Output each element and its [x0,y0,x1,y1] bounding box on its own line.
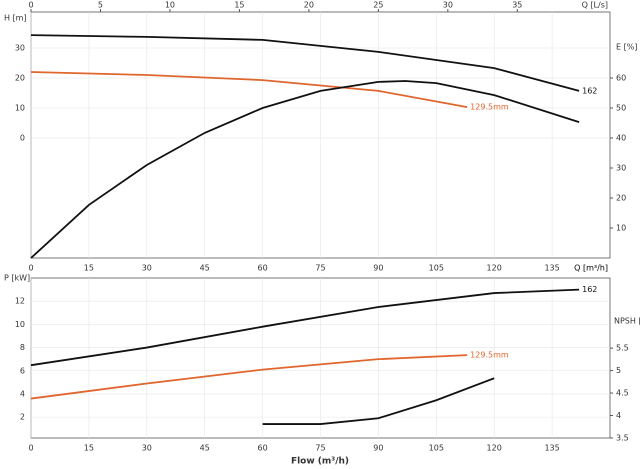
y2-tick-label: 4.5 [616,389,629,398]
axis-label: E [%] [616,43,637,52]
curve-label: 162 [582,285,597,294]
y-tick-label: 4 [20,389,25,398]
x2-tick-label: 10 [165,1,175,10]
axis-label: P [kW] [4,274,30,283]
x-tick-label: 15 [84,444,94,453]
y-tick-label: 8 [20,343,25,352]
curve [262,377,495,425]
x-tick-label: 75 [315,444,325,453]
x2-tick-label: 20 [304,1,314,10]
x2-tick-label: 5 [98,1,103,10]
curve [30,71,468,108]
x-tick-label: 45 [200,264,210,273]
curve [30,34,580,92]
x2-tick-label: 25 [373,1,383,10]
y2-tick-label: 10 [616,224,626,233]
axis-label: H [m] [4,14,27,23]
y-tick-label: 30 [15,44,25,53]
x2-tick-label: 30 [443,1,453,10]
y-tick-label: 0 [20,134,25,143]
y2-tick-label: 5.5 [616,344,629,353]
x-tick-label: 45 [200,444,210,453]
axis-label: Flow (m³/h) [291,457,349,467]
axis-label: Q [m³/h] [574,264,608,273]
y2-tick-label: 30 [616,164,626,173]
y2-tick-label: 40 [616,134,626,143]
x-tick-label: 90 [373,264,383,273]
y-tick-label: 6 [20,366,25,375]
y2-tick-label: 5 [616,366,621,375]
curve-label: 129.5mm [470,103,509,112]
curve [30,80,580,259]
curve [30,354,468,400]
x-tick-label: 135 [544,444,559,453]
x-tick-label: 120 [487,444,502,453]
curve-label: 129.5mm [470,351,509,360]
x-tick-label: 15 [84,264,94,273]
y-tick-label: 12 [15,297,25,306]
y2-tick-label: 60 [616,74,626,83]
x-tick-label: 60 [258,264,268,273]
x-tick-label: 90 [373,444,383,453]
y2-tick-label: 20 [616,194,626,203]
y-tick-label: 20 [15,74,25,83]
y-tick-label: 10 [15,320,25,329]
x2-tick-label: 35 [512,1,522,10]
x-tick-label: 105 [429,264,444,273]
x-tick-label: 0 [28,264,33,273]
x-tick-label: 120 [487,264,502,273]
x-tick-label: 30 [142,264,152,273]
y-tick-label: 10 [15,104,25,113]
axis-label: Q [m³/h] [574,264,608,273]
axis-label: Q [L/s] [582,1,608,10]
x-tick-label: 105 [429,444,444,453]
x2-tick-label: 0 [28,1,33,10]
curve-label: 162 [582,86,597,95]
y2-tick-label: 4 [616,411,621,420]
x-tick-label: 60 [258,444,268,453]
y-tick-label: 2 [20,413,25,422]
axis-label: NPSH [m] [614,317,640,326]
y2-tick-label: 50 [616,104,626,113]
curve [30,288,580,367]
x-tick-label: 30 [142,444,152,453]
x-tick-label: 135 [544,264,559,273]
x-tick-label: 75 [315,264,325,273]
x-tick-label: 0 [28,444,33,453]
x2-tick-label: 15 [234,1,244,10]
y2-tick-label: 3.5 [616,434,629,443]
